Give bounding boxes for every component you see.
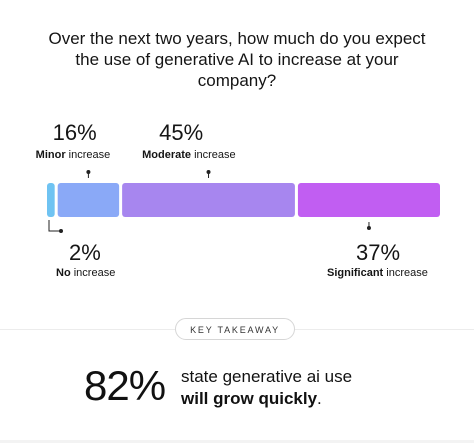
connector-dot-no: [59, 229, 63, 233]
bar-segment-no: [47, 183, 55, 217]
takeaway-text-end: .: [317, 389, 322, 408]
value-label-moderate: 45%: [159, 120, 203, 145]
takeaway-stat: 82%: [84, 362, 166, 409]
chart-title: Over the next two years, how much do you…: [48, 29, 426, 90]
category-label-minor: Minor increase: [36, 149, 111, 161]
bar-segment-moderate: [122, 183, 295, 217]
takeaway-text-bold: will grow quickly: [181, 389, 318, 408]
category-label-significant: Significant increase: [327, 267, 428, 279]
bar-segment-minor: [57, 183, 120, 217]
bar-segment-significant: [297, 183, 440, 217]
connector-dot-minor: [86, 170, 91, 174]
category-label-no: No increase: [56, 267, 115, 279]
key-takeaway-badge: KEY TAKEAWAY: [175, 318, 295, 340]
stacked-bar-chart: 2% No increase 16% Minor increase 45% Moderat…: [36, 120, 440, 279]
bottom-rule: [0, 440, 474, 443]
takeaway-text: state generative ai use will grow quickl…: [181, 366, 352, 410]
value-label-no: 2%: [69, 240, 101, 265]
connector-no: [48, 220, 61, 232]
value-label-minor: 16%: [53, 120, 97, 145]
connector-dot-significant: [366, 226, 371, 230]
connector-dot-moderate: [206, 170, 211, 174]
takeaway-text-regular: state generative ai use: [181, 367, 353, 386]
value-label-significant: 37%: [356, 240, 400, 265]
category-label-moderate: Moderate increase: [142, 149, 236, 161]
